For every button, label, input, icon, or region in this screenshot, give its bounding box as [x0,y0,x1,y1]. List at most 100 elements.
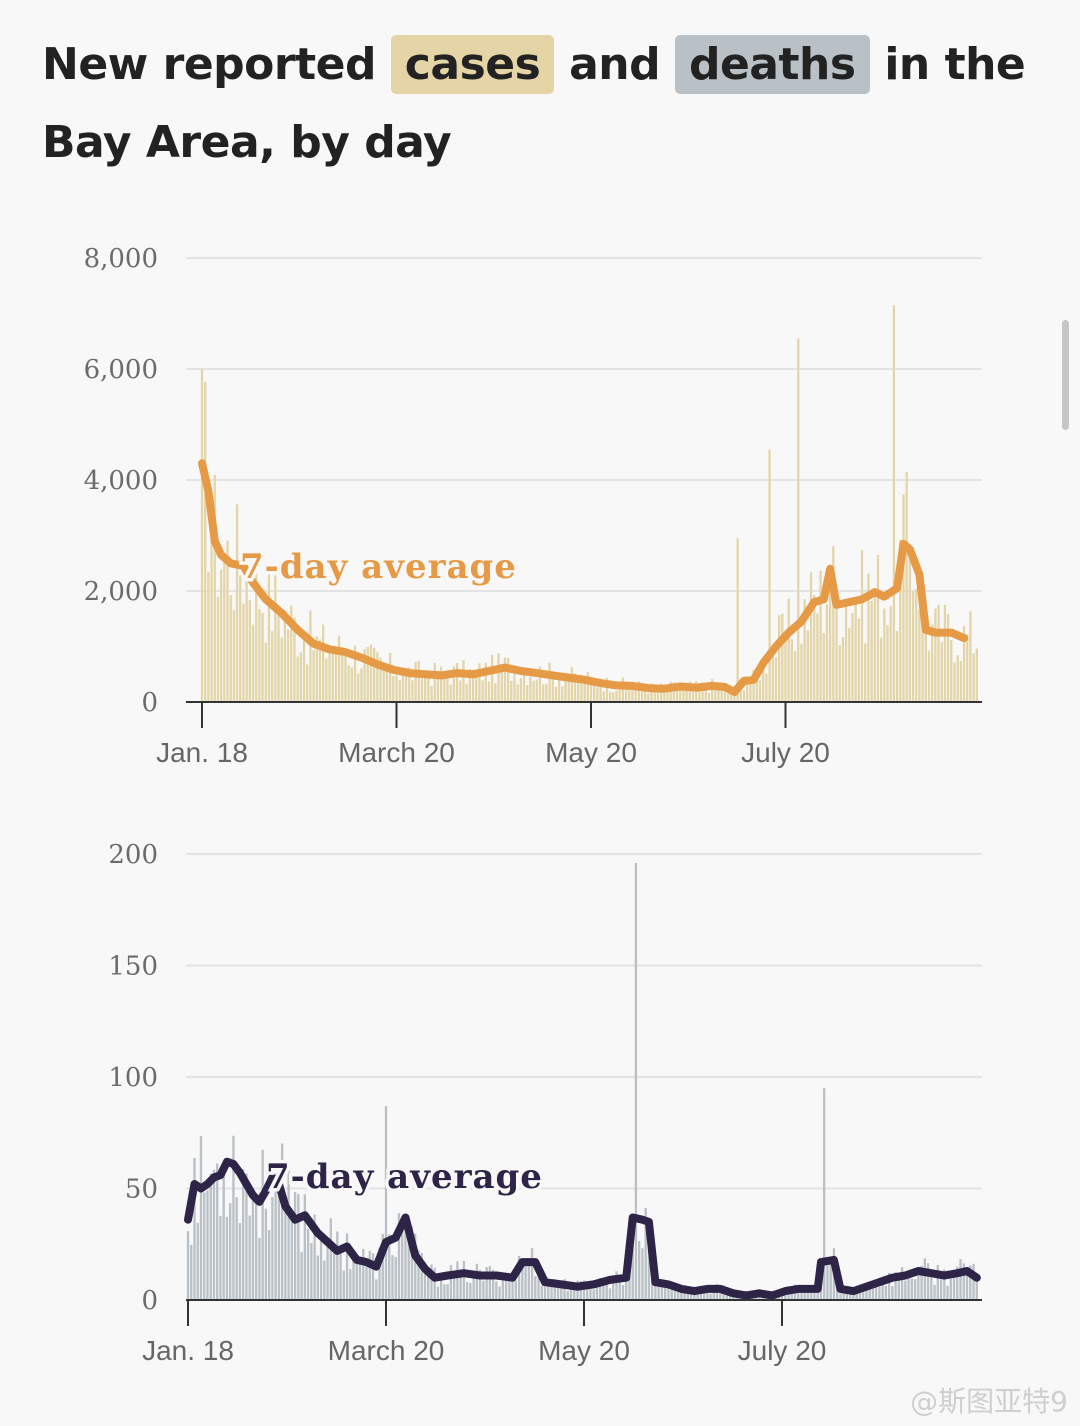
daily-bar [420,678,424,702]
daily-bar [921,582,924,702]
daily-bar [186,1231,190,1300]
daily-bars [186,862,978,1300]
daily-bar [832,546,835,702]
daily-bar [475,669,478,702]
daily-bar [711,679,714,702]
daily-bar [398,680,401,702]
daily-bar [871,1281,875,1300]
daily-bar [300,1251,303,1300]
daily-bar [254,1200,258,1300]
daily-bar [271,1197,274,1300]
daily-bar [615,1271,618,1300]
daily-bar [286,629,290,702]
daily-bar [599,686,602,702]
daily-bar [274,575,277,702]
daily-bar [378,1247,381,1300]
daily-bar [514,1280,518,1300]
daily-bar [881,1281,884,1300]
daily-bar [797,338,800,702]
daily-bar [395,675,398,702]
daily-bar [261,612,264,702]
daily-bar [706,1288,709,1300]
daily-bar [297,1194,300,1300]
daily-bar [498,1286,501,1300]
daily-bar [962,626,966,702]
daily-bar [688,681,691,702]
daily-bar [417,660,420,702]
daily-bar [427,676,430,702]
daily-bar [290,605,293,702]
daily-bar [529,677,532,702]
daily-bar [511,1279,514,1300]
daily-bar [196,1222,199,1300]
daily-bar [819,570,822,702]
daily-bar [657,1284,660,1300]
daily-bar [797,1289,800,1300]
daily-bar [946,1285,949,1300]
daily-bar [663,1286,667,1300]
daily-bar [270,631,274,702]
daily-bar [845,1288,849,1300]
daily-bar [277,1175,281,1300]
daily-bar [200,369,204,702]
daily-bar [669,681,672,702]
daily-bar [325,658,328,702]
daily-bar [934,608,937,702]
daily-bar [730,690,733,702]
daily-bar [972,1263,975,1300]
daily-bar [563,1279,566,1300]
daily-bar [758,680,762,702]
daily-bar [884,1285,888,1300]
daily-bar [238,1223,242,1300]
daily-bar [459,680,462,702]
daily-bar [704,687,707,702]
daily-bar [310,1243,313,1300]
daily-bar [835,600,838,702]
daily-bar [420,1252,423,1300]
daily-bar [803,599,806,702]
daily-bar [717,684,720,702]
daily-bar [880,637,883,702]
daily-bar [813,594,816,702]
daily-bar [720,688,723,702]
daily-bar [206,1190,209,1300]
daily-bar [481,680,484,702]
daily-bar [582,1280,586,1300]
daily-bar [223,554,226,702]
scrollbar[interactable] [1062,320,1069,430]
daily-bar [430,1264,433,1300]
daily-bar [245,1173,248,1300]
daily-bar [673,1290,677,1300]
daily-bar [728,1294,732,1300]
daily-bar [897,1277,901,1300]
daily-bar [917,1269,920,1300]
daily-bar [290,1218,294,1300]
daily-bar [894,1271,897,1300]
daily-bar [855,1291,858,1300]
daily-bar [586,1284,589,1300]
daily-bar [659,683,663,702]
daily-bar [666,689,669,702]
daily-bar [634,862,638,1300]
daily-bar [647,693,650,702]
daily-bar [953,662,956,702]
daily-bar [347,665,350,702]
daily-bar [504,1275,508,1300]
daily-bar [580,674,583,702]
daily-bar [242,603,245,702]
daily-bar [781,613,784,702]
daily-bar [790,1289,793,1300]
daily-bar [937,604,940,702]
daily-bar [519,678,523,702]
daily-bar [497,653,500,702]
daily-bar [900,1267,904,1300]
daily-bar [547,1277,550,1300]
daily-bar [784,1291,787,1300]
daily-bar [887,1272,891,1300]
daily-bar [365,1264,368,1300]
daily-bar [190,1244,193,1300]
daily-bar [248,600,251,702]
daily-bar [810,1288,813,1300]
daily-bar [589,1289,592,1300]
title-text-1: New reported [42,39,391,90]
